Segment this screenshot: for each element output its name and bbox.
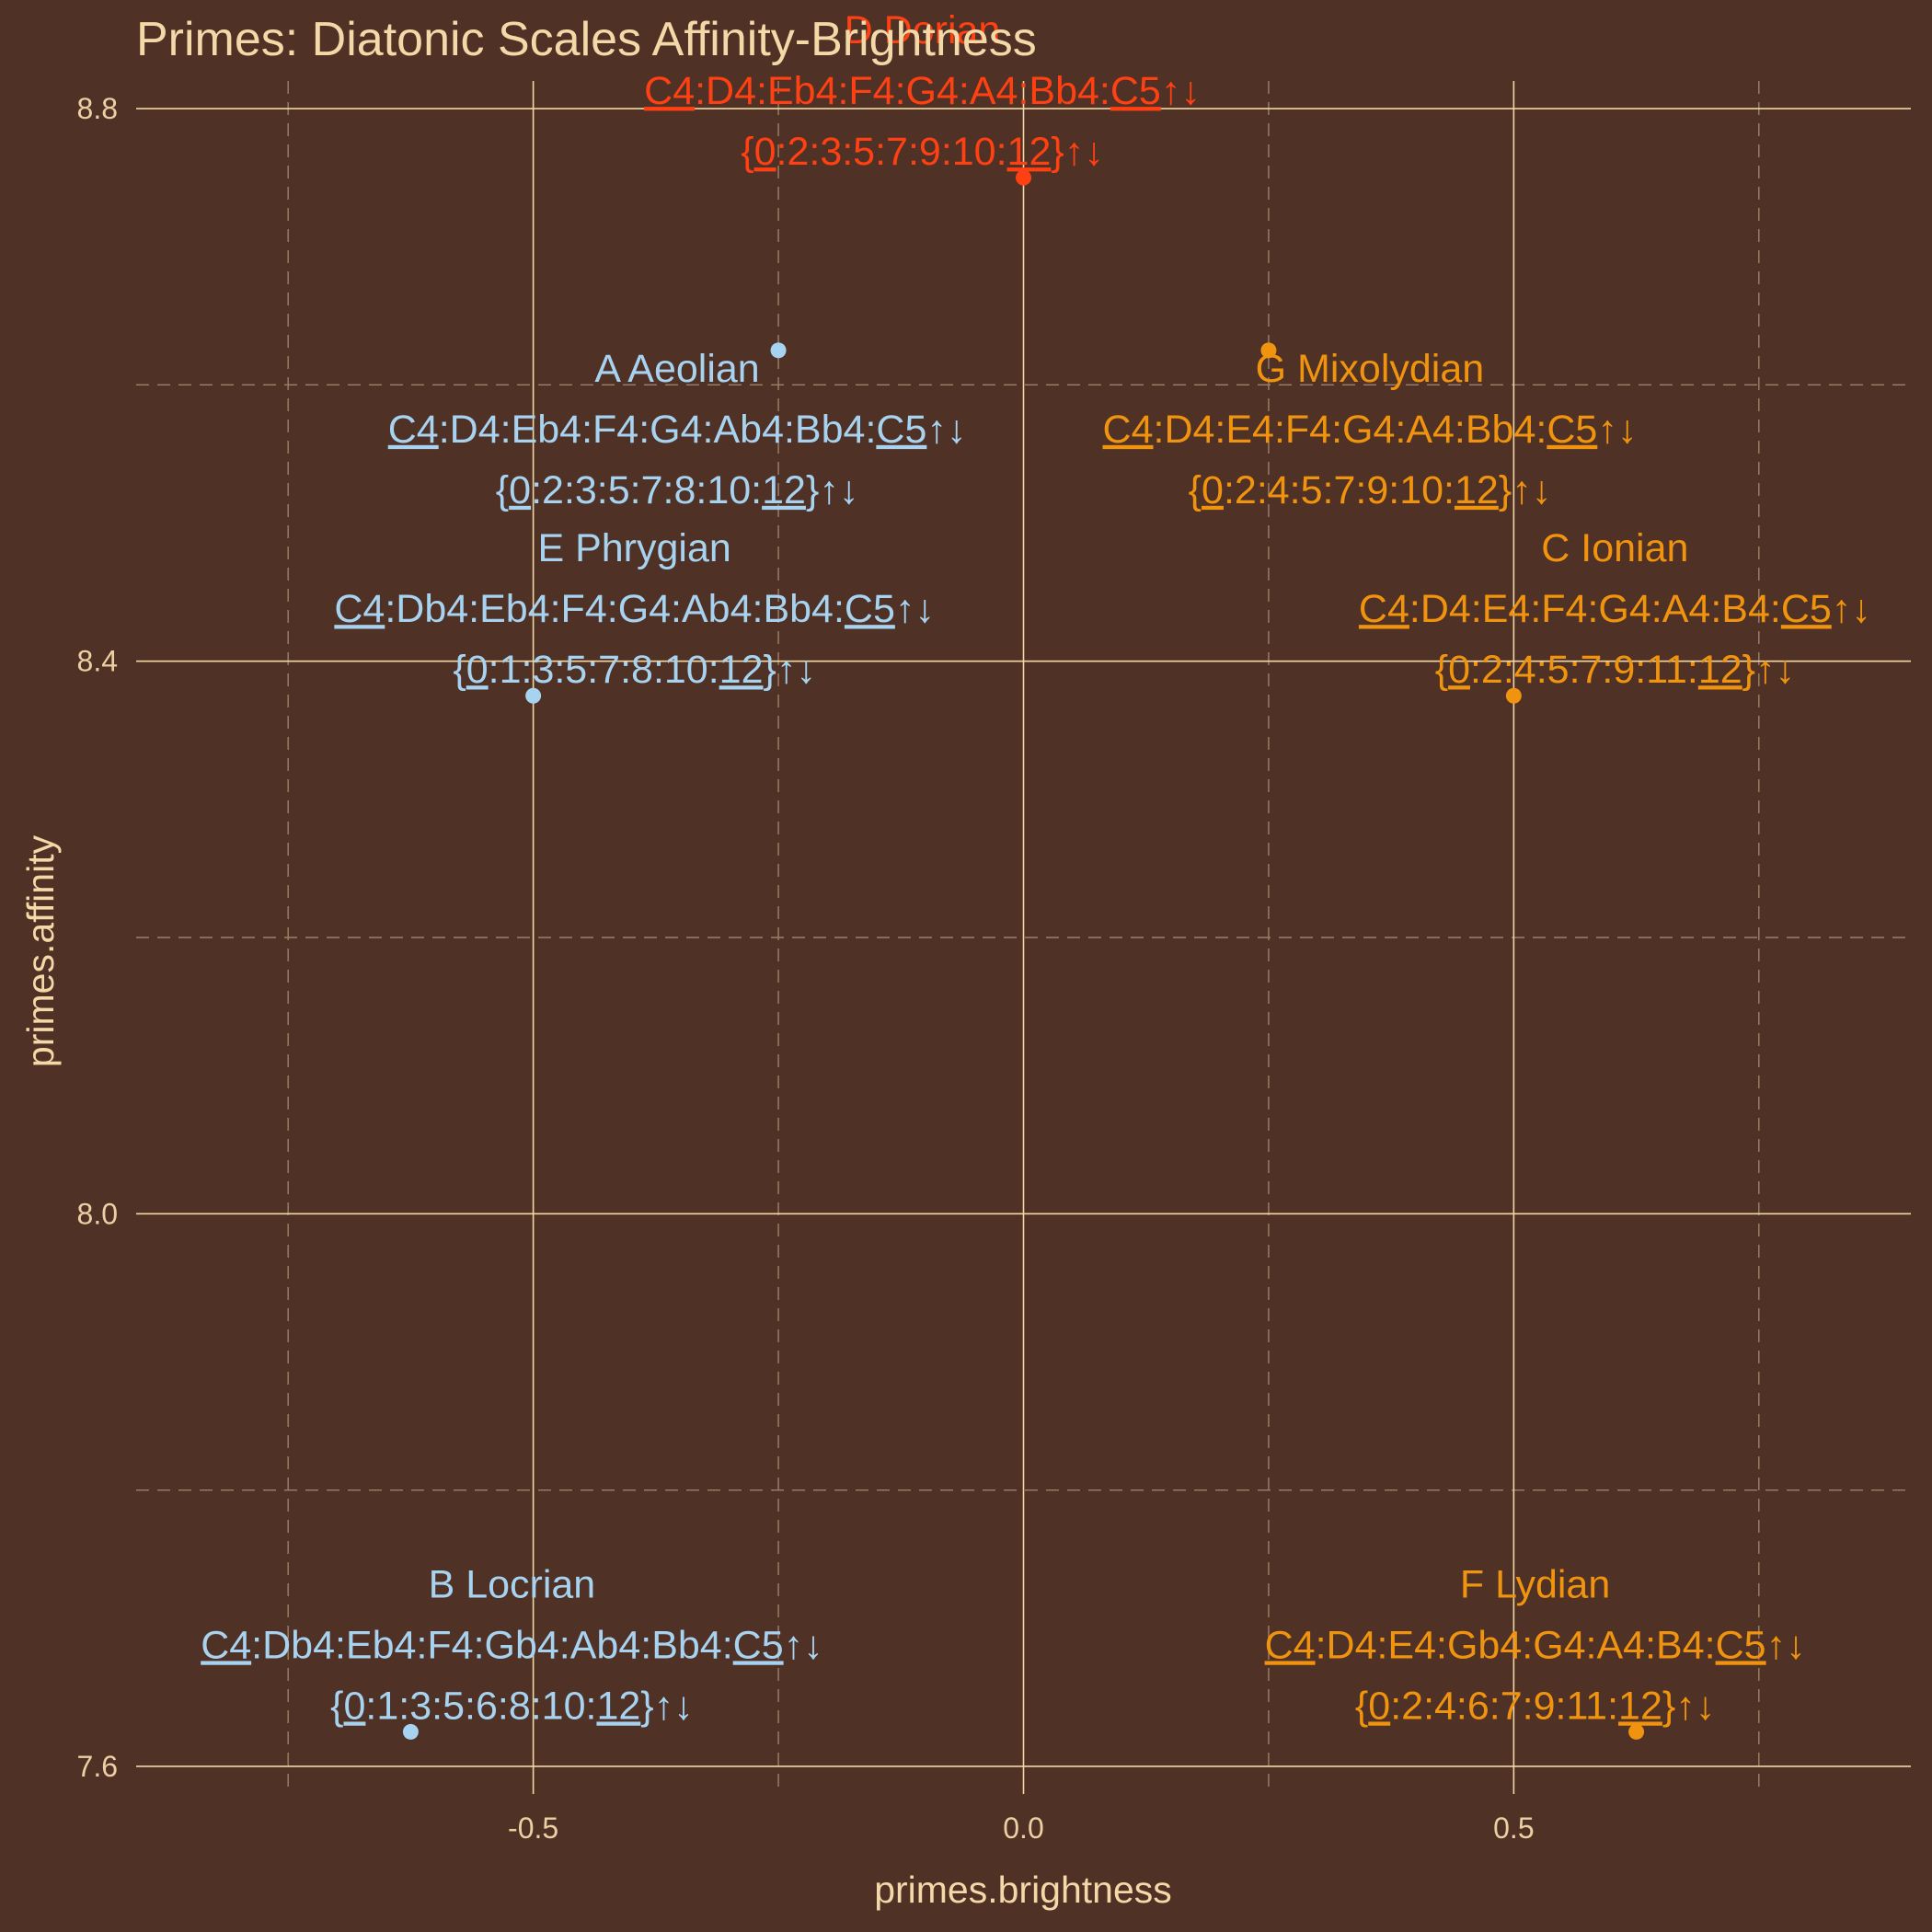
data-point xyxy=(1505,687,1522,704)
y-tick-label: 8.0 xyxy=(77,1197,118,1230)
data-label-name: B Locrian xyxy=(429,1562,596,1606)
y-axis-label: primes.affinity xyxy=(19,834,62,1067)
data-label-notes: C4:D4:Eb4:F4:G4:A4:Bb4:C5↑↓ xyxy=(644,69,1201,113)
data-label-notes: C4:D4:E4:F4:G4:A4:Bb4:C5↑↓ xyxy=(1103,408,1638,452)
data-point xyxy=(770,342,787,359)
data-label-notes: C4:D4:E4:Gb4:G4:A4:B4:C5↑↓ xyxy=(1265,1623,1806,1667)
data-label-name: G Mixolydian xyxy=(1256,347,1485,391)
data-label-pitch-classes: {0:2:4:5:7:9:11:12}↑↓ xyxy=(1435,648,1795,692)
data-label-name: C Ionian xyxy=(1541,526,1688,570)
data-label-pitch-classes: {0:2:4:6:7:9:11:12}↑↓ xyxy=(1355,1684,1715,1728)
data-label-name: E Phrygian xyxy=(537,526,730,570)
y-tick-label: 7.6 xyxy=(77,1750,118,1783)
data-label-pitch-classes: {0:2:3:5:7:9:10:12}↑↓ xyxy=(741,130,1104,174)
data-point xyxy=(525,687,542,704)
data-label-notes: C4:Db4:Eb4:F4:G4:Ab4:Bb4:C5↑↓ xyxy=(334,587,935,631)
data-label-notes: C4:D4:Eb4:F4:G4:Ab4:Bb4:C5↑↓ xyxy=(388,408,967,452)
y-tick-label: 8.4 xyxy=(77,645,118,678)
data-points xyxy=(402,169,1645,1740)
data-label-pitch-classes: {0:2:4:5:7:9:10:12}↑↓ xyxy=(1189,468,1552,512)
x-tick-label: -0.5 xyxy=(508,1811,558,1845)
data-point xyxy=(402,1723,419,1740)
x-axis-label: primes.brightness xyxy=(874,1869,1172,1911)
data-label-name: F Lydian xyxy=(1460,1562,1610,1606)
x-tick-label: 0.5 xyxy=(1493,1811,1534,1845)
chart-title: Primes: Diatonic Scales Affinity-Brightn… xyxy=(136,13,1037,66)
data-label-pitch-classes: {0:1:3:5:7:8:10:12}↑↓ xyxy=(453,648,816,692)
tick-labels: -0.5 0.0 0.5 7.6 8.0 8.4 8.8 xyxy=(77,92,1535,1845)
data-label-pitch-classes: {0:1:3:5:6:8:10:12}↑↓ xyxy=(330,1684,694,1728)
data-point xyxy=(1628,1723,1645,1740)
data-label-notes: C4:D4:E4:F4:G4:A4:B4:C5↑↓ xyxy=(1359,587,1871,631)
data-label-notes: C4:Db4:Eb4:F4:Gb4:Ab4:Bb4:C5↑↓ xyxy=(201,1623,822,1667)
data-point xyxy=(1260,342,1277,359)
y-tick-label: 8.8 xyxy=(77,92,118,125)
data-label-pitch-classes: {0:2:3:5:7:8:10:12}↑↓ xyxy=(496,468,859,512)
data-labels: D Dorian C4:D4:Eb4:F4:G4:A4:Bb4:C5↑↓ {0:2:… xyxy=(201,8,1871,1728)
data-point xyxy=(1016,169,1031,186)
x-tick-label: 0.0 xyxy=(1003,1811,1043,1845)
data-label-name: A Aeolian xyxy=(594,347,759,391)
grid-layer xyxy=(136,81,1911,1794)
data-label-name: D Dorian xyxy=(845,8,1001,52)
